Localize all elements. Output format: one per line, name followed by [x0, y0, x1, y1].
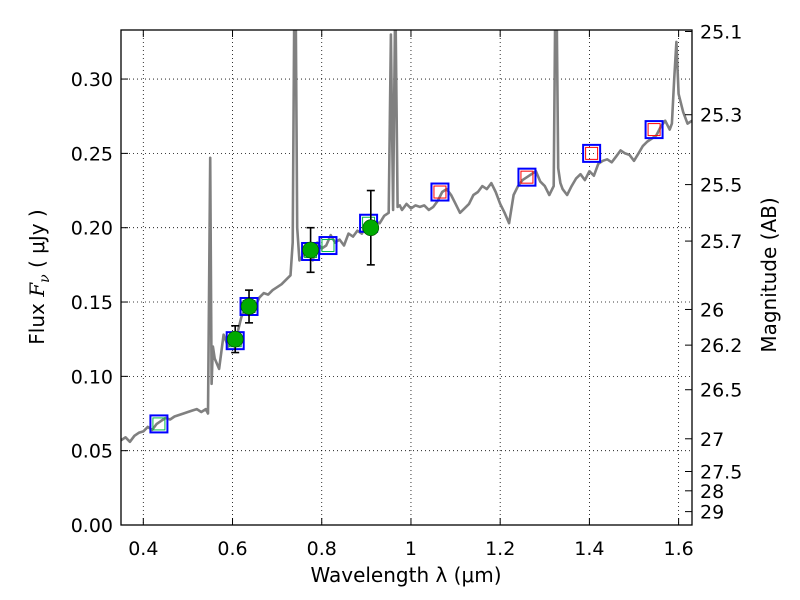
y2-tick-label: 27.5	[700, 461, 742, 483]
model-box-outer	[430, 182, 450, 202]
y2-tick-label: 25.7	[700, 231, 742, 253]
y-axis-label-suffix: ( μJy )	[25, 209, 49, 274]
observed-marker	[240, 298, 258, 315]
observed-marker	[362, 219, 380, 237]
y2-tick-label: 28	[700, 481, 724, 503]
y-tick-label: 0.10	[71, 366, 113, 388]
observed-point	[302, 226, 319, 274]
model-box-inner	[520, 170, 534, 184]
model-band-marker	[149, 414, 169, 434]
observed-marker	[302, 241, 319, 259]
model-band-marker	[318, 236, 338, 256]
x-tick-label: 1.6	[664, 538, 694, 560]
model-box-outer	[644, 120, 664, 140]
y-axis-label-prefix: Flux	[25, 297, 49, 345]
model-band-marker	[582, 143, 602, 163]
plot-frame	[120, 29, 693, 526]
x-tick-label: 0.8	[307, 538, 337, 560]
y2-tick-label: 25.5	[700, 175, 742, 197]
y-axis-label-symbol: F	[25, 282, 49, 298]
observed-marker	[226, 330, 244, 348]
x-tick-label: 1.4	[574, 538, 604, 560]
y-tick-label: 0.05	[71, 441, 113, 463]
model-box-inner	[647, 123, 661, 137]
y-axis-label-sub: ν	[37, 274, 53, 283]
x-axis-ticks: 0.4 0.6 0.8 1 1.2 1.4 1.6	[128, 30, 694, 560]
spectrum-line	[121, 30, 692, 444]
observed-point	[226, 325, 244, 354]
y2-tick-label: 27	[700, 429, 724, 451]
y2-tick-label: 29	[700, 502, 724, 524]
y-tick-label: 0.20	[71, 218, 113, 240]
observed-points	[226, 189, 380, 354]
model-box-inner	[321, 239, 335, 253]
y2-tick-label: 26.2	[700, 335, 742, 357]
observed-point	[362, 189, 380, 266]
y2-tick-label: 26.5	[700, 380, 742, 402]
y2-axis-label: Magnitude (AB)	[757, 197, 781, 352]
model-box-outer	[149, 414, 169, 434]
model-box-outer	[517, 167, 537, 187]
y-tick-label: 0.15	[71, 292, 113, 314]
spectrum-path	[121, 30, 692, 444]
model-box-inner	[152, 417, 166, 431]
model-band-markers	[149, 120, 664, 434]
model-band-marker	[517, 167, 537, 187]
y-axis-label: Flux Fν ( μJy )	[25, 209, 53, 344]
x-axis-label: Wavelength λ (μm)	[310, 563, 501, 587]
y2-tick-label: 25.1	[700, 21, 742, 43]
grid	[121, 30, 692, 526]
y2-tick-label: 25.3	[700, 105, 742, 127]
model-box-outer	[318, 236, 338, 256]
model-band-marker	[430, 182, 450, 202]
y-tick-label: 0.00	[71, 515, 113, 537]
model-band-marker	[644, 120, 664, 140]
y-tick-label: 0.30	[71, 69, 113, 91]
x-tick-label: 1.2	[485, 538, 515, 560]
x-tick-label: 1	[405, 538, 417, 560]
y2-tick-label: 26	[700, 299, 724, 321]
y-tick-label: 0.25	[71, 143, 113, 165]
y-axis-ticks: 0.00 0.05 0.10 0.15 0.20 0.25 0.30	[71, 69, 128, 537]
x-tick-label: 0.6	[217, 538, 247, 560]
observed-point	[240, 289, 258, 324]
model-box-inner	[585, 146, 599, 160]
model-box-outer	[582, 143, 602, 163]
model-box-inner	[433, 185, 447, 199]
x-tick-label: 0.4	[128, 538, 158, 560]
